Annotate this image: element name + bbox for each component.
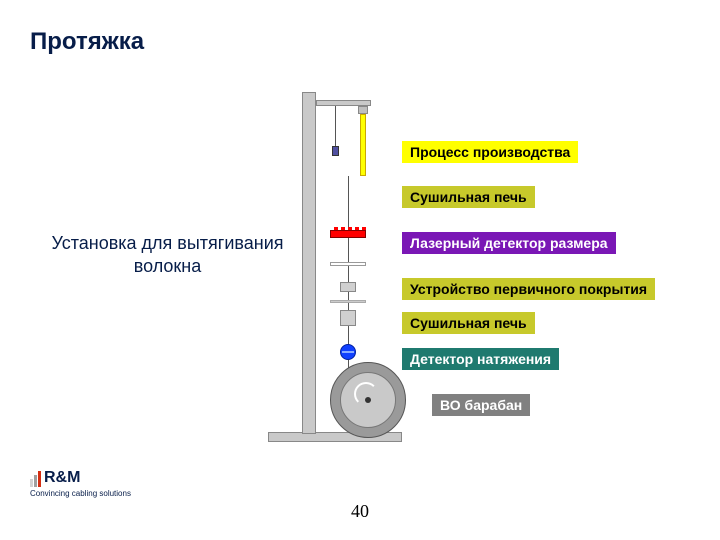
label-6: ВО барабан xyxy=(432,394,530,416)
logo: R&M Convincing cabling solutions xyxy=(30,469,131,498)
label-4: Сушильная печь xyxy=(402,312,535,334)
page-number: 40 xyxy=(351,501,369,522)
subtitle: Установка для вытягивания волокна xyxy=(50,232,285,279)
label-3: Устройство первичного покрытия xyxy=(402,278,655,300)
logo-text: R&M xyxy=(44,469,80,486)
label-5: Детектор натяжения xyxy=(402,348,559,370)
label-0: Процесс производства xyxy=(402,141,578,163)
label-1: Сушильная печь xyxy=(402,186,535,208)
label-2: Лазерный детектор размера xyxy=(402,232,616,254)
page-title: Протяжка xyxy=(30,28,144,56)
logo-tagline: Convincing cabling solutions xyxy=(30,489,131,498)
